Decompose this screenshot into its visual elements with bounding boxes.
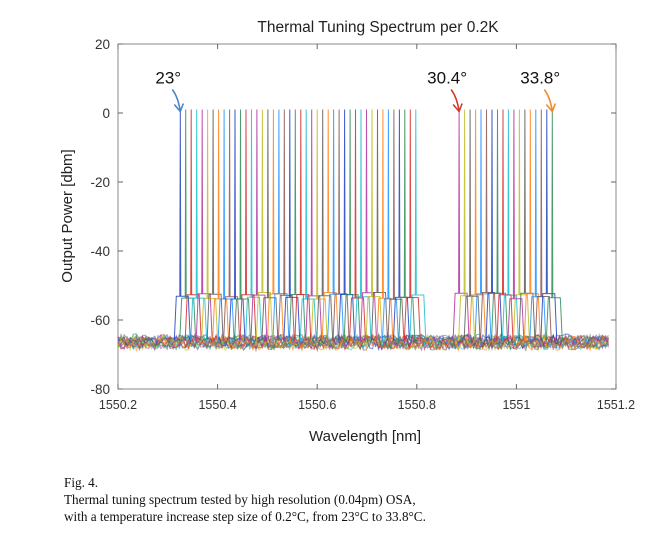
spectral-peak [496, 109, 514, 341]
spectral-peak [387, 109, 405, 341]
spectral-peak [310, 109, 328, 341]
y-tick-label: 20 [95, 37, 110, 52]
spectral-peak [403, 109, 421, 341]
plot-area [117, 43, 617, 390]
spectral-peak [272, 109, 290, 341]
spectral-peak [343, 109, 361, 341]
spectral-peak [523, 109, 541, 341]
spectral-peak [463, 109, 481, 341]
caption-text-1: Thermal tuning spectrum tested by high r… [64, 492, 416, 507]
x-tick-label: 1550.2 [99, 398, 137, 412]
x-tick-label: 1550.8 [398, 398, 436, 412]
caption-line-1: Fig. 4. Thermal tuning spectrum tested by… [64, 474, 654, 508]
spectral-peak [469, 109, 487, 341]
y-axis: -80 -60 -40 -20 0 20 [90, 37, 616, 397]
noise-floor [117, 331, 610, 353]
x-tick-label: 1551.2 [597, 398, 635, 412]
spectral-peak [458, 109, 476, 341]
spectral-peak [261, 109, 279, 341]
spectral-peak [250, 109, 268, 341]
spectral-peak [376, 109, 394, 341]
spectral-peak [371, 109, 388, 341]
chart-title: Thermal Tuning Spectrum per 0.2K [257, 19, 499, 36]
spectral-peak [195, 109, 213, 341]
spectral-peak [534, 109, 552, 341]
spectral-peak [234, 109, 251, 341]
x-tick-label: 1550.4 [198, 398, 236, 412]
spectral-peak [245, 109, 262, 341]
spectral-peak [283, 109, 301, 341]
noise-trace [117, 335, 609, 353]
annotation-label: 30.4° [427, 69, 467, 88]
y-tick-label: -40 [90, 244, 110, 259]
spectral-peak [540, 109, 558, 341]
x-tick-label: 1551 [502, 398, 530, 412]
y-tick-label: -20 [90, 175, 110, 190]
noise-trace [117, 334, 609, 353]
spectral-peak [277, 109, 295, 341]
x-axis-label: Wavelength [nm] [309, 428, 421, 445]
temperature-annotations: 23° 30.4° 33.8° [155, 69, 560, 114]
spectral-peak [512, 109, 530, 341]
spectral-peak [206, 109, 224, 341]
spectral-peak [474, 109, 492, 341]
spectral-peak [184, 109, 202, 341]
y-tick-label: -60 [90, 313, 110, 328]
spectral-peak [316, 109, 334, 341]
figure-caption: Fig. 4. Thermal tuning spectrum tested by… [64, 474, 654, 525]
annotation-arrowhead [173, 103, 185, 114]
x-axis: 1550.2 1550.4 1550.6 1550.8 1551 1551.2 [99, 44, 635, 412]
spectral-peak [294, 109, 312, 341]
x-tick-label: 1550.6 [298, 398, 336, 412]
spectral-peak [409, 109, 427, 341]
annotation-label: 23° [155, 69, 181, 88]
spectral-peak [507, 109, 525, 341]
figure-number: Fig. 4. [64, 475, 99, 490]
caption-line-2: with a temperature increase step size of… [64, 509, 426, 524]
spectral-peak [255, 109, 273, 341]
spectral-peak [491, 109, 508, 341]
y-tick-label: 0 [102, 106, 110, 121]
spectral-peak [332, 109, 350, 341]
annotation-arrow [450, 89, 460, 112]
annotation-arrow [543, 89, 554, 112]
annotation-arrow [171, 89, 182, 112]
spectral-peak [223, 109, 241, 341]
spectral-peak [349, 109, 366, 341]
spectral-peak [365, 109, 383, 341]
spectral-peak [321, 109, 339, 341]
annotation-arrowhead [452, 103, 463, 114]
y-tick-label: -80 [90, 382, 110, 397]
y-axis-label: Output Power [dbm] [59, 149, 76, 282]
annotation-label: 33.8° [520, 69, 560, 88]
spectral-peak [480, 109, 497, 341]
spectral-peak [518, 109, 536, 341]
annotation-arrowhead [545, 103, 557, 114]
